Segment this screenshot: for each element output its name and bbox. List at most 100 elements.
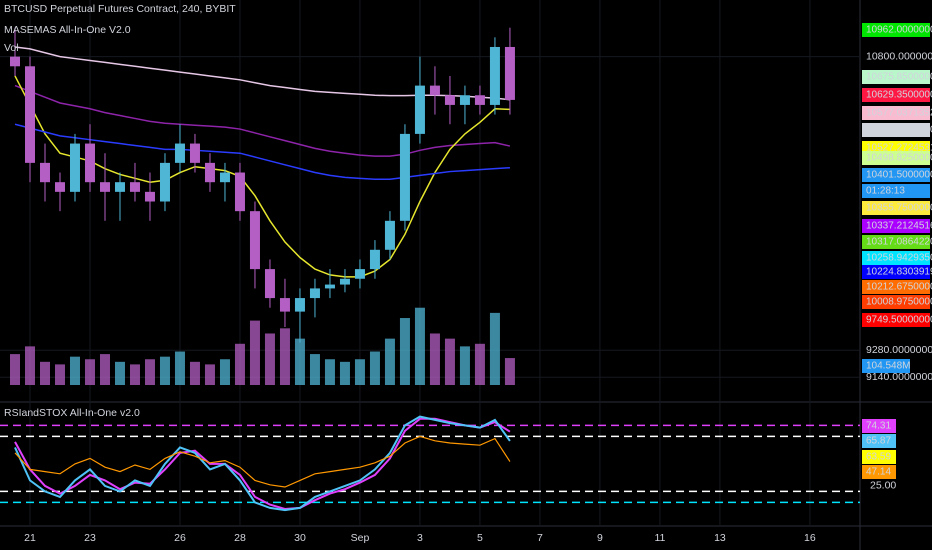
oscillator-tag-box [862,465,896,479]
price-tag-label: 10498.82500000 [866,153,932,164]
candle-body [294,298,305,312]
candle-body [9,56,20,67]
x-tick-label: 30 [294,532,306,544]
x-tick-label: 23 [84,532,96,544]
x-tick-label: 5 [477,532,483,544]
candle-body [174,143,185,163]
volume-bar [489,312,500,385]
price-tag-box [862,151,930,165]
candle-body [129,182,140,192]
volume-bar [84,359,95,385]
candle-body [309,288,320,299]
y-tick-label: 9280.00000000 [866,344,932,356]
oscillator-line [14,435,511,488]
price-tag-box [862,280,930,294]
candle-body [414,85,425,134]
volume-bar [459,346,470,385]
price-tag: 9749.50000000 [862,313,932,327]
oscillator-tag-box [862,434,896,448]
volume-bar [249,320,260,385]
price-tag: 10337.21245161 [862,219,932,233]
volume-bar [474,343,485,385]
volume-bar [114,361,125,385]
oscillator-tag: 47.14 [862,465,896,479]
price-tag-box [862,313,930,327]
chart-title: BTCUSD Perpetual Futures Contract, 240, … [4,3,236,15]
price-tag: 10675.85000000 [862,70,932,84]
candle-body [249,211,260,270]
price-tag-label: 10577.03713528 [866,108,932,119]
x-tick-label: 28 [234,532,246,544]
volume-bar [99,354,110,385]
candle-body [114,182,125,192]
volume-bar [354,359,365,385]
price-tag: 10224.83039194 [862,265,932,279]
volume-tag: 104.548M [862,359,910,373]
price-tag-box [862,251,930,265]
oscillator-tag-label: 47.14 [866,467,891,478]
price-tag-box [862,70,930,84]
volume-bar [414,307,425,385]
price-tag: 10401.50000000 [862,168,932,182]
volume-bar [399,318,410,385]
candle-body [279,298,290,312]
candle-body [474,95,485,105]
price-tag-label: 10258.94293509 [866,253,932,264]
x-tick-label: 9 [597,532,603,544]
candle-body [99,182,110,192]
candle-body [219,172,230,183]
volume-bar [129,364,140,385]
candle-body [489,46,500,105]
price-tag-label: 10224.83039194 [866,267,932,278]
candle-body [324,284,335,289]
volume-bar [204,364,215,385]
price-tag: 10498.82500000 [862,151,932,165]
price-tag-box [862,184,930,198]
candle-body [264,269,275,299]
price-tag: 10212.67500000 [862,280,932,294]
volume-bar [39,361,50,385]
volume-bar [159,356,170,385]
x-tick-label: 11 [654,532,665,544]
oscillator-tag-label: 63.59 [866,452,891,463]
volume-bar [189,361,200,385]
volume-bar [264,333,275,385]
volume-bar [174,351,185,385]
y-tick-label: 10800.00000000 [866,50,932,62]
volume-title: Vol [4,42,19,54]
price-tag: 10258.94293509 [862,251,932,265]
price-tag-label: 10527.27245313 [866,143,932,154]
volume-bar [234,343,245,385]
volume-bar [504,358,515,385]
price-tag-label: 10629.35000000 [866,90,932,101]
price-tag-box [862,201,930,215]
x-tick-label: 16 [804,532,816,544]
moving-average [14,46,511,101]
volume-bar [429,333,440,385]
price-tag-label: 10337.21245161 [866,221,932,232]
price-tag-label: 10962.00000000 [866,25,932,36]
volume-bar [339,361,350,385]
candle-body [459,95,470,105]
y-tick-label: 9140.00000000 [866,371,932,383]
price-tag-label: 9749.50000000 [866,315,932,326]
candle-body [144,191,155,202]
x-tick-label: 21 [24,532,36,544]
candle-body [354,269,365,279]
candle-body [339,278,350,285]
price-tag-label: 10212.67500000 [866,282,932,293]
price-tag-box [862,123,930,137]
price-tag: 10355.75000000 [862,201,932,215]
candle-body [444,95,455,105]
candle-body [204,162,215,183]
candle-body [84,143,95,183]
price-tag-label: 01:28:13 [866,186,905,197]
volume-bar [54,364,65,385]
volume-bar [144,359,155,385]
x-tick-label: 26 [174,532,186,544]
volume-bar [294,338,305,385]
candle-body [234,172,245,212]
volume-bar [24,346,35,385]
